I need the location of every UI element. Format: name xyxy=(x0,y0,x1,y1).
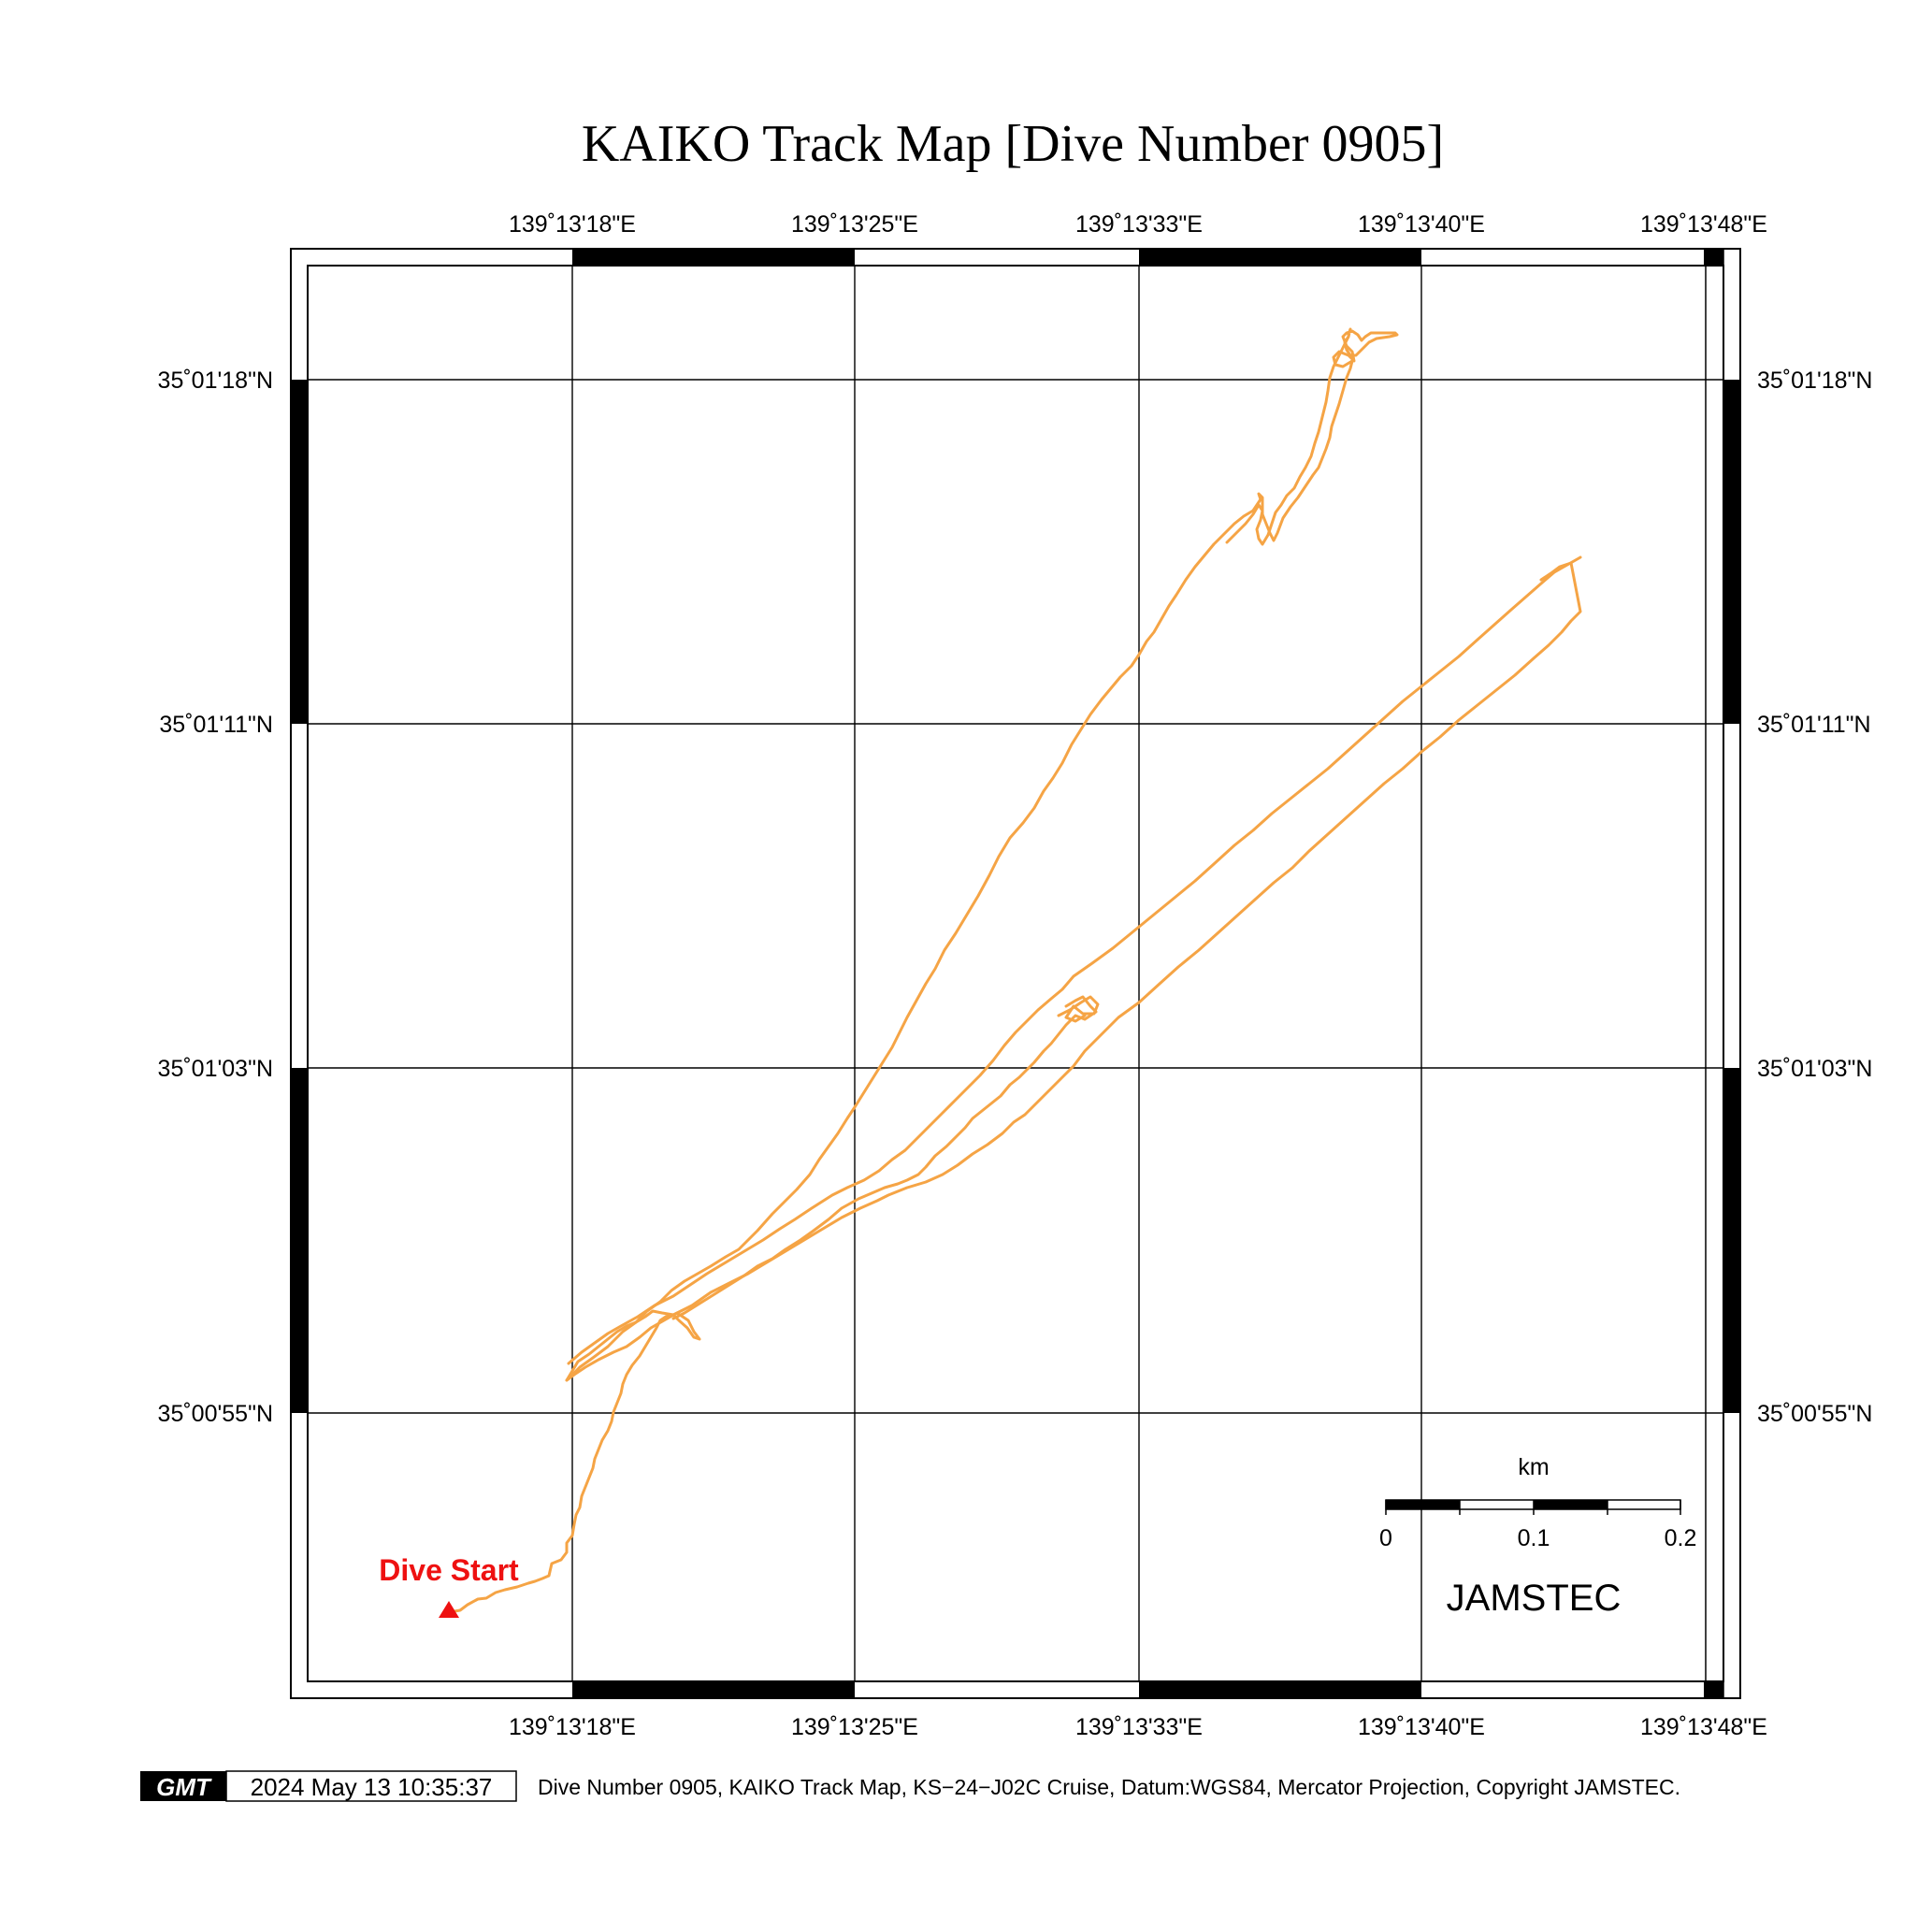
map-title: KAIKO Track Map [Dive Number 0905] xyxy=(582,115,1444,173)
track-segment-east-return xyxy=(567,555,1582,1365)
timestamp-box xyxy=(225,1770,517,1802)
longitude-label: 139˚13'40"E xyxy=(1358,1714,1485,1740)
track-segment-east-leg xyxy=(671,561,1582,1317)
track-segment-north-leg xyxy=(565,359,1354,1382)
timestamp: 2024 May 13 10:35:37 xyxy=(251,1773,493,1801)
latitude-label: 35˚00'55"N xyxy=(158,1401,273,1427)
footer: GMT 2024 May 13 10:35:37 Dive Number 090… xyxy=(140,1770,1680,1802)
latitude-label: 35˚01'18"N xyxy=(158,368,273,394)
longitude-label: 139˚13'48"E xyxy=(1640,211,1767,238)
bottom-longitude-labels: 139˚13'18"E 139˚13'25"E 139˚13'33"E 139˚… xyxy=(509,1714,1767,1740)
latitude-label: 35˚01'11"N xyxy=(1757,712,1871,738)
latitude-label: 35˚01'03"N xyxy=(1757,1056,1872,1082)
track-segment-middle-cluster xyxy=(671,995,1098,1320)
longitude-label: 139˚13'48"E xyxy=(1640,1714,1767,1740)
logo-text: GMT xyxy=(156,1773,212,1801)
graticule xyxy=(308,266,1723,1681)
dive-start: Dive Start xyxy=(379,1553,519,1618)
longitude-label: 139˚13'33"E xyxy=(1075,1714,1203,1740)
dive-track xyxy=(447,327,1582,1614)
longitude-label: 139˚13'33"E xyxy=(1075,211,1203,238)
longitude-label: 139˚13'18"E xyxy=(509,211,636,238)
map-frame xyxy=(290,248,1741,1699)
triangle-marker-icon xyxy=(439,1601,459,1618)
longitude-label: 139˚13'18"E xyxy=(509,1714,636,1740)
latitude-label: 35˚00'55"N xyxy=(1757,1401,1872,1427)
latitude-label: 35˚01'18"N xyxy=(1757,368,1872,394)
scale-tick-label: 0.1 xyxy=(1518,1525,1550,1551)
track-segment-middle-knot xyxy=(1057,995,1100,1023)
longitude-label: 139˚13'40"E xyxy=(1358,211,1485,238)
track-segment-start xyxy=(447,1313,675,1614)
scale-tick-label: 0 xyxy=(1379,1525,1392,1551)
latitude-label: 35˚01'11"N xyxy=(159,712,273,738)
longitude-label: 139˚13'25"E xyxy=(791,211,918,238)
scale-unit: km xyxy=(1518,1454,1549,1480)
top-longitude-labels: 139˚13'18"E 139˚13'25"E 139˚13'33"E 139˚… xyxy=(509,211,1767,238)
right-latitude-labels: 35˚01'18"N 35˚01'11"N 35˚01'03"N 35˚00'5… xyxy=(1757,368,1872,1427)
left-latitude-labels: 35˚01'18"N 35˚01'11"N 35˚01'03"N 35˚00'5… xyxy=(158,368,273,1427)
footer-caption: Dive Number 0905, KAIKO Track Map, KS−24… xyxy=(538,1775,1680,1799)
dive-start-label: Dive Start xyxy=(379,1553,519,1587)
track-segment-north-cluster xyxy=(1332,327,1399,368)
track-segment-loop-a xyxy=(565,1309,701,1382)
scale-tick-label: 0.2 xyxy=(1665,1525,1697,1551)
frame-checkerboard xyxy=(291,249,1740,1698)
track-segment-return xyxy=(1225,335,1350,546)
gmt-logo-icon: GMT xyxy=(140,1771,226,1801)
organization-label: JAMSTEC xyxy=(1447,1578,1622,1619)
latitude-label: 35˚01'03"N xyxy=(158,1056,273,1082)
longitude-label: 139˚13'25"E xyxy=(791,1714,918,1740)
scale-bar: km 0 0.1 0.2 xyxy=(1379,1454,1696,1551)
